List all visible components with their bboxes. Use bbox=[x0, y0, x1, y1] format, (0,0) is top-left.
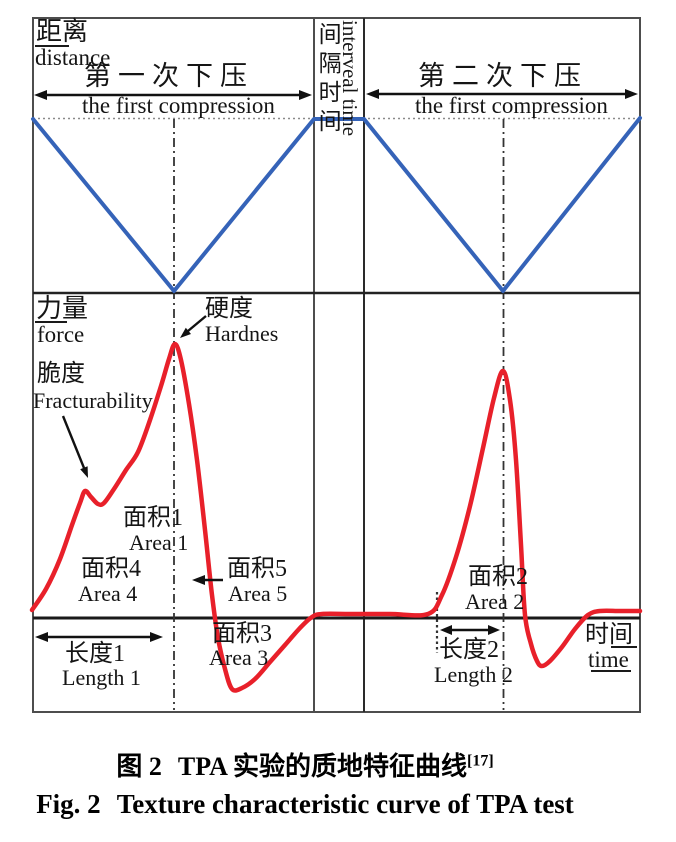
compression1-label-en: the first compression bbox=[82, 93, 275, 118]
caption-zh-title: TPA 实验的质地特征曲线 bbox=[177, 752, 467, 781]
area3-label-zh: 面积3 bbox=[212, 621, 272, 647]
caption-en: Fig. 2 Texture characteristic curve of TP… bbox=[0, 789, 610, 820]
area4-label-en: Area 4 bbox=[78, 581, 138, 606]
plot-frame bbox=[32, 17, 641, 713]
compression1-span-arrow bbox=[34, 90, 312, 100]
time-axis-label-en: time bbox=[588, 647, 629, 672]
interval-label-zh: 间隔时间 bbox=[315, 22, 341, 138]
hardness-arrow bbox=[180, 315, 207, 338]
area5-label-zh: 面积5 bbox=[227, 556, 287, 582]
compression2-span-arrow bbox=[366, 89, 638, 99]
length1-label-zh: 长度1 bbox=[65, 641, 125, 667]
force-axis-label-en: force bbox=[37, 322, 85, 347]
distance-curve bbox=[31, 116, 642, 293]
area2-label-zh: 面积2 bbox=[468, 564, 528, 590]
caption-en-title: Texture characteristic curve of TPA test bbox=[116, 789, 574, 819]
area3-label-en: Area 3 bbox=[209, 645, 269, 670]
area1-label-en: Area 1 bbox=[129, 530, 189, 555]
area4-label-zh: 面积4 bbox=[81, 556, 141, 582]
distance-axis-label-zh: 距离 bbox=[36, 17, 89, 46]
fracturability-label-en: Fracturability bbox=[33, 388, 153, 413]
time-zh-underline bbox=[611, 646, 637, 648]
force-underline bbox=[35, 321, 67, 323]
distance-axis-label-en: distance bbox=[35, 45, 111, 70]
time-axis-label-zh: 时间 bbox=[585, 622, 633, 648]
compression2-label-zh: 第二次下压 bbox=[418, 61, 588, 91]
length1-span-arrow bbox=[35, 632, 163, 642]
distance-underline bbox=[35, 45, 69, 47]
interval-label-en: interveal time bbox=[338, 20, 363, 137]
force-axis-label-zh: 力量 bbox=[36, 294, 89, 323]
fracturability-arrow bbox=[61, 415, 88, 478]
length2-label-en: Length 2 bbox=[434, 662, 513, 687]
area2-label-en: Area 2 bbox=[465, 589, 525, 614]
length2-span-arrow bbox=[440, 625, 500, 635]
length1-label-en: Length 1 bbox=[62, 665, 141, 690]
time-en-underline bbox=[591, 670, 631, 672]
hardness-label-en: Hardnes bbox=[205, 321, 279, 346]
caption-zh-number: 图 2 bbox=[116, 752, 162, 781]
length2-label-zh: 长度2 bbox=[439, 637, 499, 663]
tpa-plot-canvas bbox=[29, 17, 643, 713]
force-curve bbox=[29, 341, 643, 693]
area5-arrow bbox=[192, 575, 223, 585]
area1-label-zh: 面积1 bbox=[123, 505, 183, 531]
fracturability-label-zh: 脆度 bbox=[37, 361, 85, 387]
hardness-label-zh: 硬度 bbox=[205, 296, 253, 322]
caption-en-number: Fig. 2 bbox=[36, 789, 101, 819]
caption-reference: [17] bbox=[467, 752, 494, 770]
area5-label-en: Area 5 bbox=[228, 581, 288, 606]
caption-zh: 图 2 TPA 实验的质地特征曲线[17] bbox=[0, 746, 610, 783]
compression2-label-en: the first compression bbox=[415, 93, 608, 118]
compression1-label-zh: 第一次下压 bbox=[84, 61, 254, 91]
